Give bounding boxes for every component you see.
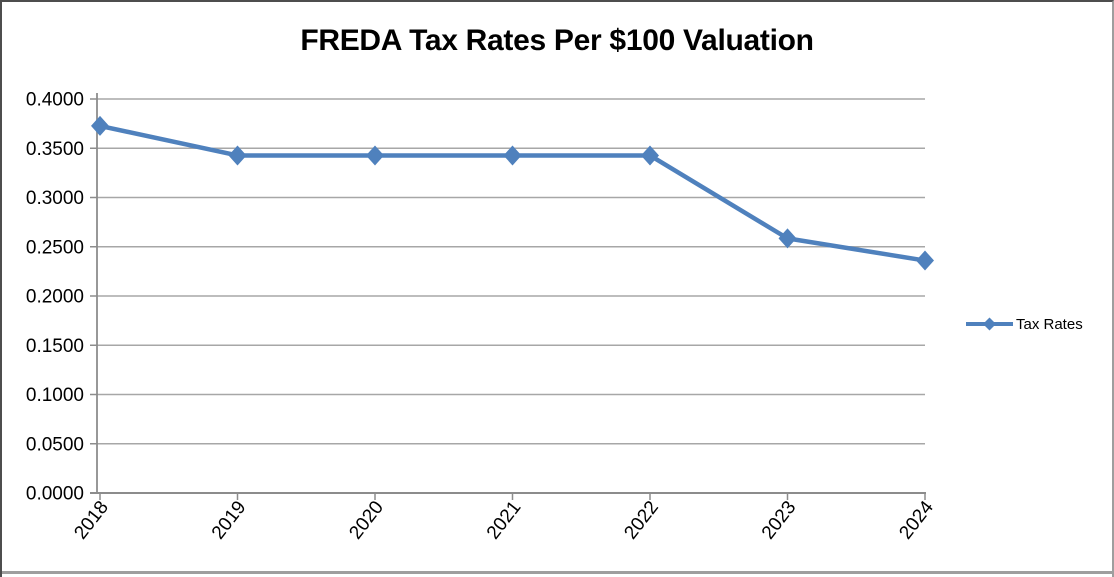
x-tick-label: 2020: [345, 497, 388, 543]
data-point-marker: [366, 145, 384, 166]
chart-title: FREDA Tax Rates Per $100 Valuation: [300, 24, 814, 57]
x-tick-label: 2024: [895, 497, 938, 544]
data-point-marker: [503, 145, 522, 166]
data-point-marker: [641, 145, 659, 166]
x-tick-label: 2023: [758, 497, 801, 543]
y-tick-label: 0.1500: [26, 336, 84, 357]
y-tick-label: 0.2000: [26, 287, 84, 308]
y-tick-label: 0.2500: [26, 237, 84, 258]
y-tick-label: 0.3500: [26, 139, 84, 160]
legend-diamond-icon: [983, 317, 996, 331]
data-point-marker: [91, 115, 109, 136]
data-point-marker: [916, 250, 934, 271]
data-point-marker: [778, 228, 797, 249]
data-point-marker: [228, 145, 247, 166]
legend-series-marker-icon: [966, 317, 1013, 331]
legend: Tax Rates: [966, 314, 1083, 334]
x-tick-label: 2022: [620, 497, 663, 543]
chart-bottom-border: [2, 571, 1112, 574]
y-tick-label: 0.4000: [26, 90, 84, 111]
y-tick-label: 0.0500: [26, 434, 84, 455]
y-tick-label: 0.1000: [26, 385, 84, 406]
legend-label: Tax Rates: [1016, 315, 1083, 333]
x-tick-label: 2019: [208, 497, 251, 543]
y-tick-label: 0.3000: [26, 188, 84, 209]
x-tick-label: 2021: [483, 497, 526, 543]
y-tick-label: 0.0000: [26, 484, 84, 505]
